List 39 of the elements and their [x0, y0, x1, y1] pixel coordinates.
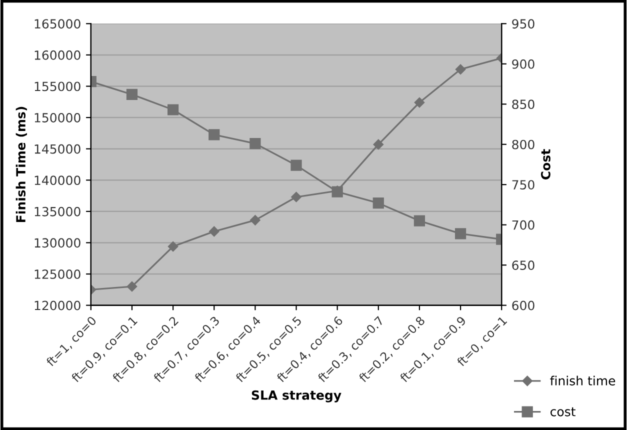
y-tick-label: 135000: [34, 206, 80, 216]
point: [414, 215, 426, 226]
point: [290, 160, 302, 171]
point: [414, 97, 425, 108]
y2-tick-label: 650: [512, 260, 534, 270]
point: [168, 241, 178, 252]
y2-tick-label: 900: [512, 59, 534, 69]
point: [373, 139, 384, 150]
y2-tick-label: 700: [512, 220, 534, 230]
y-axis-title: Finish Time (ms): [16, 106, 27, 222]
y2-tick-label: 750: [512, 180, 534, 190]
y2-tick-label: 850: [512, 100, 534, 110]
x-axis-title: SLA strategy: [252, 390, 342, 402]
y-tick-label: 145000: [34, 144, 80, 154]
y2-tick-label: 600: [512, 300, 534, 310]
point: [291, 192, 302, 202]
point: [208, 129, 220, 140]
y2-tick-label: 800: [512, 140, 534, 150]
y-tick-label: 125000: [34, 269, 80, 279]
point: [209, 226, 220, 237]
point: [126, 281, 138, 292]
y-tick-label: 150000: [34, 113, 80, 122]
point: [372, 198, 384, 209]
point: [167, 104, 179, 116]
point: [455, 64, 466, 74]
point: [250, 215, 260, 226]
y-tick-label: 120000: [34, 300, 80, 310]
y2-axis-title: Cost: [540, 149, 550, 180]
point: [126, 88, 138, 100]
point: [454, 228, 466, 240]
point: [250, 138, 261, 150]
y-tick-label: 130000: [34, 238, 80, 248]
y-tick-label: 140000: [34, 176, 80, 186]
y-tick-label: 165000: [34, 19, 80, 29]
legend-label: finish time: [550, 376, 616, 386]
y-tick-label: 155000: [34, 82, 80, 92]
y2-tick-label: 950: [512, 19, 534, 29]
legend-label: cost: [550, 407, 576, 416]
y-tick-label: 160000: [34, 50, 80, 60]
